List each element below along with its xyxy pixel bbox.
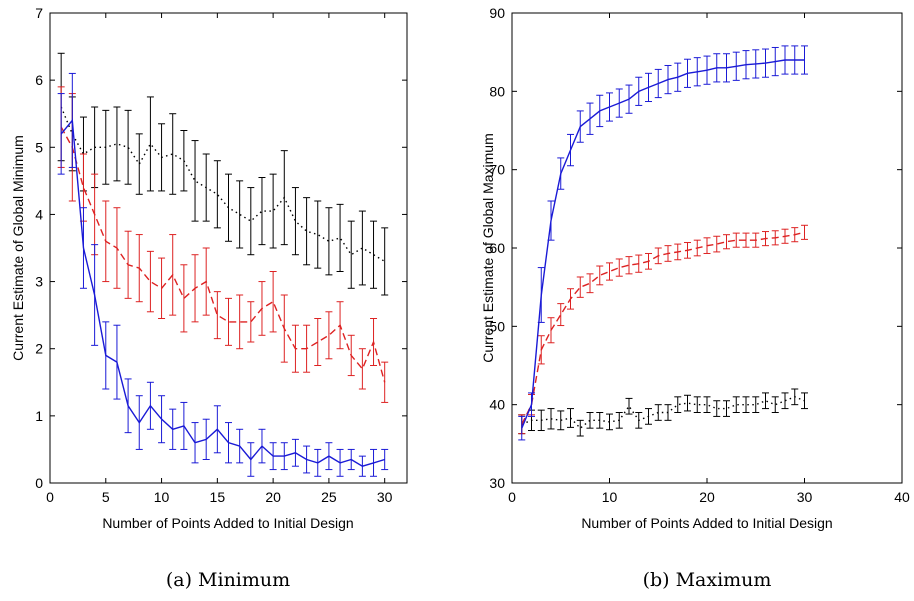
series-line [60, 106, 386, 263]
y-tick-label: 50 [489, 318, 505, 334]
minimum-panel: 0 5 10 15 20 25 30 0 1 2 3 4 5 6 7 Number of Points Ad… [10, 5, 408, 591]
y-axis-label: Current Estimate of Global Maximum [480, 133, 496, 363]
y-tick-label: 6 [35, 72, 43, 88]
data-marks [518, 45, 808, 441]
y-tick-label: 3 [35, 274, 43, 290]
x-tick-label: 30 [377, 489, 393, 505]
panel-caption: (b) Maximum [643, 569, 772, 591]
series-group [518, 45, 808, 441]
y-tick-label: 30 [489, 475, 505, 491]
x-tick-label: 25 [321, 489, 337, 505]
x-tick-label: 20 [699, 489, 715, 505]
y-axis-label: Current Estimate of Global Minimum [10, 135, 26, 361]
y-tick-label: 70 [489, 162, 505, 178]
x-tick-label: 10 [602, 489, 618, 505]
series-group [57, 52, 389, 296]
x-tick-label: 30 [797, 489, 813, 505]
series-group [518, 388, 808, 437]
series-line [60, 126, 386, 383]
x-tick-label: 40 [894, 489, 910, 505]
series-line [521, 59, 805, 429]
series-line [521, 396, 805, 430]
axis-ticks: 0 10 20 30 40 30 40 50 60 70 80 90 [489, 5, 910, 505]
y-tick-label: 2 [35, 341, 43, 357]
x-tick-label: 20 [265, 489, 281, 505]
x-tick-label: 0 [46, 489, 54, 505]
series-group [57, 72, 389, 477]
y-tick-label: 80 [489, 83, 505, 99]
panel-caption: (a) Minimum [166, 569, 290, 591]
series-line [521, 231, 805, 425]
y-tick-label: 4 [35, 206, 43, 222]
plot-area-frame [49, 12, 408, 484]
maximum-panel: 0 10 20 30 40 30 40 50 60 70 80 90 Number of Points… [480, 5, 910, 591]
y-tick-label: 7 [35, 5, 43, 21]
series-line [60, 118, 385, 467]
x-tick-label: 0 [508, 489, 516, 505]
y-tick-label: 5 [35, 139, 43, 155]
x-axis-label: Number of Points Added to Initial Design [581, 515, 832, 531]
x-tick-label: 5 [102, 489, 110, 505]
y-tick-label: 40 [489, 397, 505, 413]
y-tick-label: 0 [35, 475, 43, 491]
axis-ticks: 0 5 10 15 20 25 30 0 1 2 3 4 5 6 7 [35, 5, 407, 505]
y-tick-label: 60 [489, 240, 505, 256]
data-marks [57, 52, 389, 477]
x-tick-label: 10 [154, 489, 170, 505]
series-group [57, 86, 389, 403]
x-tick-label: 15 [210, 489, 226, 505]
y-tick-label: 90 [489, 5, 505, 21]
y-tick-label: 1 [35, 408, 43, 424]
series-group [518, 224, 808, 435]
x-axis-label: Number of Points Added to Initial Design [102, 515, 353, 531]
